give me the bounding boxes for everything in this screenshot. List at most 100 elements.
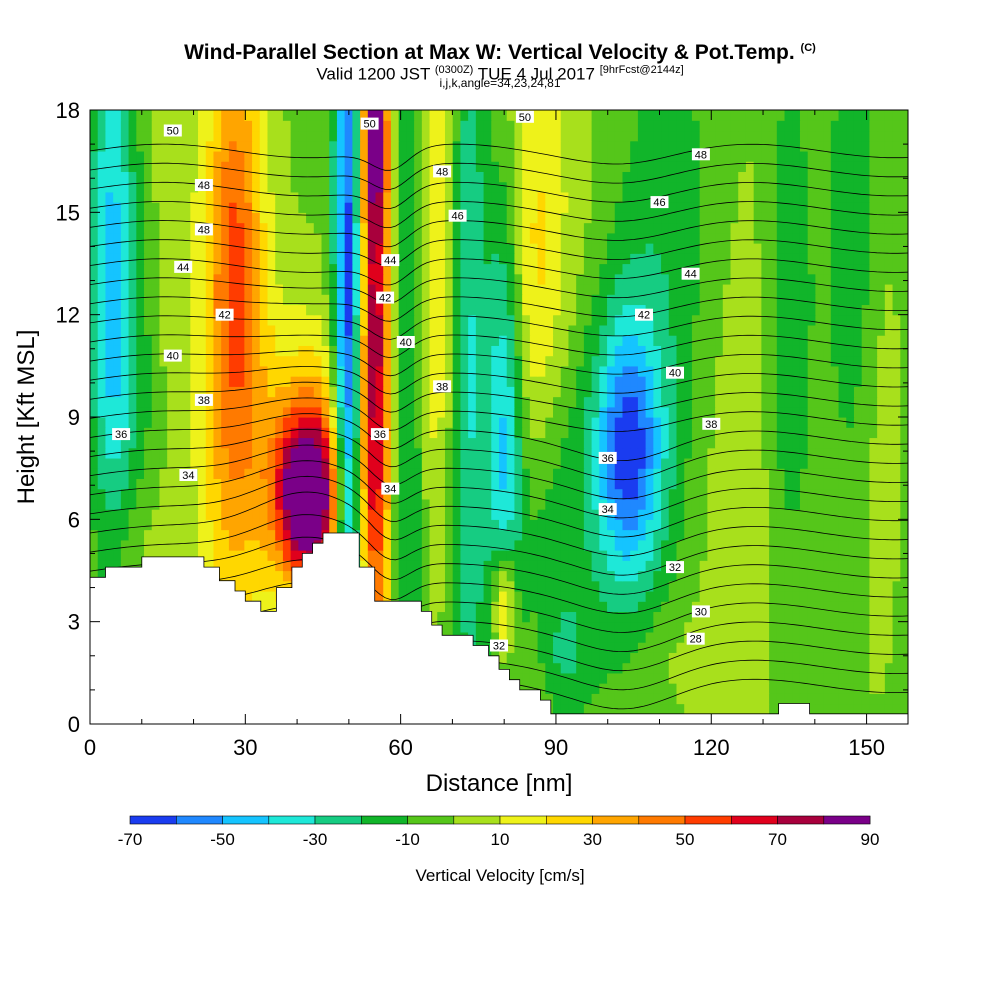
field-cell <box>444 324 454 336</box>
field-cell <box>630 457 639 469</box>
field-cell <box>553 386 562 398</box>
field-cell <box>275 560 284 572</box>
field-cell <box>722 365 732 377</box>
field-cell <box>653 509 662 520</box>
field-cell <box>823 437 832 449</box>
field-cell <box>753 611 762 623</box>
field-cell <box>745 642 755 653</box>
field-cell <box>390 376 400 387</box>
field-cell <box>753 621 762 633</box>
field-cell <box>406 437 415 449</box>
field-cell <box>900 478 908 490</box>
field-cell <box>105 519 114 531</box>
field-cell <box>661 642 670 653</box>
field-cell <box>506 355 516 367</box>
field-cell <box>406 386 415 398</box>
field-cell <box>707 427 716 439</box>
field-cell <box>198 273 207 285</box>
field-cell <box>730 529 739 541</box>
field-cell <box>645 478 654 490</box>
field-cell <box>684 437 693 449</box>
field-cell <box>336 457 346 469</box>
field-cell <box>807 355 816 367</box>
field-cell <box>668 263 678 275</box>
field-cell <box>221 253 230 265</box>
field-cell <box>892 672 901 684</box>
field-cell <box>761 468 770 479</box>
field-cell <box>360 396 369 408</box>
field-cell <box>506 590 516 602</box>
field-cell <box>228 550 238 561</box>
field-cell <box>877 509 886 520</box>
field-cell <box>869 621 878 633</box>
field-cell <box>406 324 415 336</box>
field-cell <box>221 447 230 459</box>
field-cell <box>645 294 654 306</box>
field-cell <box>753 468 762 479</box>
field-cell <box>97 498 107 510</box>
field-cell <box>676 355 685 367</box>
field-cell <box>591 417 600 428</box>
field-cell <box>730 468 739 479</box>
field-cell <box>97 253 107 265</box>
field-cell <box>360 550 369 561</box>
field-cell <box>367 550 377 561</box>
field-cell <box>807 324 816 336</box>
field-cell <box>853 457 863 469</box>
field-cell <box>144 335 153 346</box>
field-cell <box>221 355 230 367</box>
field-cell <box>823 683 832 694</box>
field-cell <box>699 304 708 316</box>
field-cell <box>367 478 377 490</box>
field-cell <box>545 447 554 459</box>
field-cell <box>236 263 245 275</box>
field-cell <box>900 386 908 398</box>
field-cell <box>661 478 670 490</box>
field-cell <box>506 294 516 306</box>
field-cell <box>691 539 701 551</box>
field-cell <box>282 355 292 367</box>
field-cell <box>290 314 299 326</box>
field-cell <box>252 488 261 500</box>
field-cell <box>244 519 253 531</box>
field-cell <box>298 406 307 418</box>
field-cell <box>583 406 593 418</box>
field-cell <box>190 427 199 439</box>
field-cell <box>367 386 377 398</box>
field-cell <box>676 683 685 694</box>
field-cell <box>499 243 508 254</box>
field-cell <box>753 335 762 346</box>
field-cell <box>607 642 616 653</box>
field-cell <box>205 529 215 541</box>
field-cell <box>244 283 253 295</box>
field-cell <box>136 519 145 531</box>
field-cell <box>499 468 508 479</box>
field-cell <box>113 263 122 275</box>
field-cell <box>290 519 299 531</box>
field-cell <box>198 294 207 306</box>
field-cell <box>823 457 832 469</box>
field-cell <box>676 376 685 387</box>
field-cell <box>282 488 292 500</box>
field-cell <box>823 550 832 561</box>
field-cell <box>553 335 562 346</box>
field-cell <box>329 488 338 500</box>
field-cell <box>321 273 330 285</box>
field-cell <box>838 693 847 705</box>
field-cell <box>491 304 500 316</box>
field-cell <box>591 693 600 705</box>
field-cell <box>576 283 585 295</box>
field-cell <box>830 539 840 551</box>
field-cell <box>599 519 608 531</box>
field-cell <box>815 417 824 428</box>
field-cell <box>321 437 330 449</box>
field-cell <box>846 468 855 479</box>
field-cell <box>421 478 431 490</box>
field-cell <box>715 642 724 653</box>
field-cell <box>128 437 137 449</box>
field-cell <box>228 468 238 479</box>
field-cell <box>815 283 824 295</box>
field-cell <box>614 335 624 346</box>
field-cell <box>167 427 176 439</box>
field-cell <box>499 509 508 520</box>
